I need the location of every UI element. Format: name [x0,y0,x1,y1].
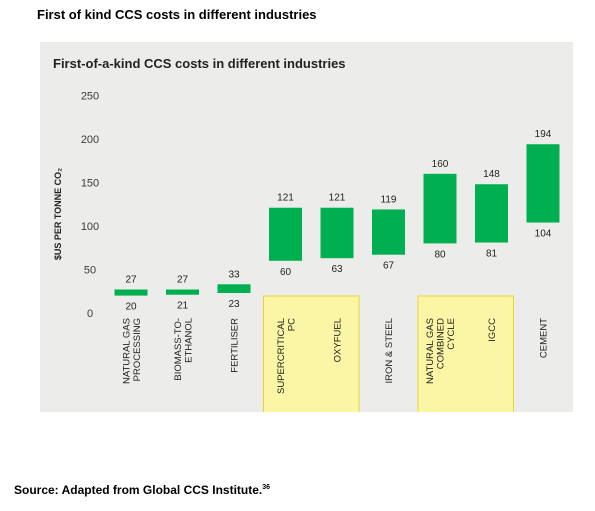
data-label-high: 194 [535,129,552,140]
data-label-high: 160 [432,159,449,170]
source-note: Source: Adapted from Global CCS Institut… [14,483,270,497]
range-bar [423,173,457,244]
bars [114,144,560,296]
category-label-line: IGCC [487,318,498,342]
y-tick-label: 50 [84,265,96,277]
category-label-line: NATURAL GAS [121,318,132,384]
range-bar [475,184,508,243]
category-label-line: PC [286,318,297,331]
category-label: NATURAL GASPROCESSING [121,318,143,384]
cost-chart: Coal powerstationsGas powerstations Firs… [53,56,560,412]
range-bar [166,289,199,295]
range-bar [114,289,148,296]
y-axis: 0 50 100 150 200 250 [81,91,99,321]
range-bar [526,144,560,223]
data-label-low: 21 [177,301,189,312]
category-label-line: COMBINED [436,318,447,369]
category-label-line: FERTILISER [230,318,241,373]
category-label-line: PROCESSING [132,318,143,381]
data-label-low: 63 [331,264,343,275]
data-label-low: 67 [383,261,395,272]
source-footnote-ref: 36 [262,484,271,491]
category-label-line: CYCLE [446,318,457,350]
y-tick-label: 100 [81,221,99,233]
category-label-line: CEMENT [539,318,550,358]
category-label: FERTILISER [230,318,241,373]
range-bar [372,209,405,255]
category-label: IRON & STEEL [384,318,395,383]
category-label-line: OXYFUEL [333,318,344,362]
source-text: Source: Adapted from Global CCS Institut… [14,483,263,497]
group-highlight-box [417,295,514,412]
y-axis-title: $US PER TONNE CO₂ [53,168,63,260]
data-label-high: 27 [125,275,137,286]
range-bar [320,207,354,259]
data-label-low: 104 [535,229,552,240]
category-label-line: IRON & STEEL [384,318,395,383]
category-label: OXYFUEL [333,318,344,362]
range-bar [269,207,302,261]
y-tick-label: 0 [87,308,93,320]
data-label-low: 81 [486,249,498,260]
category-label-line: NATURAL GAS [425,318,436,384]
group-highlights: Coal powerstationsGas powerstations [263,295,514,412]
data-label-high: 121 [277,193,294,204]
category-label: IGCC [487,318,498,342]
data-label-high: 121 [329,193,346,204]
category-label-line: BIOMASS-TO- [173,318,184,381]
data-label-high: 119 [381,194,397,205]
y-tick-label: 200 [81,134,99,146]
category-label: CEMENT [539,318,550,358]
data-labels: 27 20 27 21 33 23 121 60 121 63 119 67 160 80 148 81 194… [125,129,551,312]
data-label-high: 33 [228,269,240,280]
category-label: SUPERCRITICALPC [276,318,298,394]
category-labels: NATURAL GASPROCESSING BIOMASS-TO-ETHANOL F… [121,318,549,394]
data-label-low: 23 [228,299,240,310]
y-tick-label: 250 [81,91,99,103]
data-label-high: 27 [177,275,189,286]
data-label-high: 148 [483,169,500,180]
category-label: BIOMASS-TO-ETHANOL [173,318,195,381]
y-tick-label: 150 [81,178,99,190]
category-label-line: ETHANOL [183,318,194,363]
data-label-low: 80 [434,249,446,260]
document-heading: First of kind CCS costs in different ind… [37,7,317,22]
category-label: NATURAL GASCOMBINEDCYCLE [425,318,457,384]
category-label-line: SUPERCRITICAL [276,318,287,394]
data-label-low: 60 [280,267,292,278]
group-highlight-box [263,295,360,412]
range-bar [217,284,251,293]
chart-panel: Coal powerstationsGas powerstations Firs… [40,42,573,412]
data-label-low: 20 [125,302,137,313]
chart-title: First-of-a-kind CCS costs in different i… [53,56,346,71]
